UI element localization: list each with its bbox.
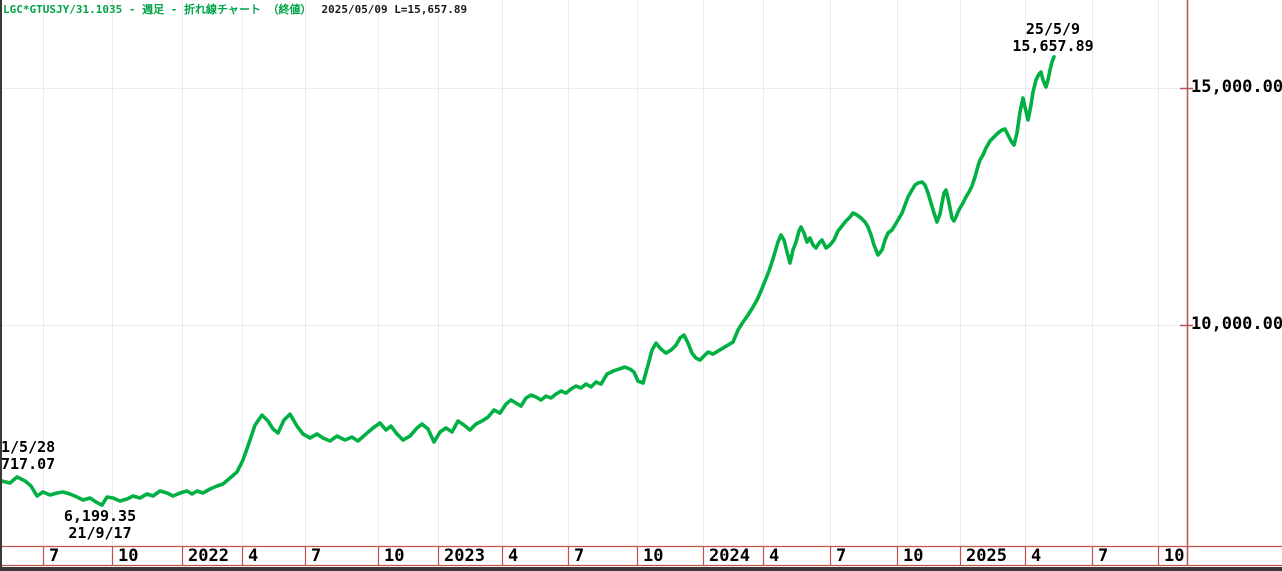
x-axis-label: 2022: [188, 546, 229, 566]
annotation-start-price: 1/5/28 717.07: [1, 439, 55, 473]
x-axis-label: 7: [574, 546, 585, 566]
x-axis-label: 4: [1031, 546, 1042, 566]
window-bottom-edge: [0, 567, 1282, 571]
x-axis-label: 2025: [966, 546, 1007, 566]
price-line: [0, 54, 1056, 508]
x-axis-label: 7: [1098, 546, 1109, 566]
x-axis-label: 7: [49, 546, 60, 566]
x-axis-label: 2024: [709, 546, 750, 566]
chart-header: LGC*GTUSJY/31.1035 - 週足 - 折れ線チャート （終値） 20…: [3, 3, 467, 17]
annotation-min-value: 6,199.35: [63, 507, 137, 525]
annotation-start-value: 717.07: [1, 455, 56, 473]
quote-date-price: 2025/05/09 L=15,657.89: [321, 3, 468, 16]
x-axis-label: 10: [118, 546, 139, 566]
x-axis-label: 4: [508, 546, 519, 566]
x-axis-label: 10: [903, 546, 924, 566]
symbol-title: LGC*GTUSJY/31.1035 - 週足 - 折れ線チャート （終値）: [3, 3, 312, 16]
y-axis-label: 15,000.00: [1191, 77, 1282, 97]
annotation-min-date: 21/9/17: [68, 524, 132, 542]
x-axis-label: 7: [311, 546, 322, 566]
annotation-start-date: 1/5/28: [1, 438, 56, 456]
x-axis-label: 4: [769, 546, 780, 566]
x-axis-label: 10: [1164, 546, 1185, 566]
annotation-last-date: 25/5/9: [1025, 20, 1081, 38]
x-axis-label: 7: [836, 546, 847, 566]
annotation-last-value: 15,657.89: [1012, 37, 1094, 55]
y-axis-label: 10,000.00: [1191, 314, 1282, 334]
x-axis-label: 4: [248, 546, 259, 566]
x-axis-label: 2023: [444, 546, 485, 566]
annotation-last-price: 25/5/9 15,657.89: [1012, 21, 1093, 55]
window-left-edge: [0, 0, 2, 571]
x-axis-label: 10: [643, 546, 664, 566]
x-axis-label: 10: [384, 546, 405, 566]
annotation-min-price: 6,199.35 21/9/17: [64, 508, 136, 542]
